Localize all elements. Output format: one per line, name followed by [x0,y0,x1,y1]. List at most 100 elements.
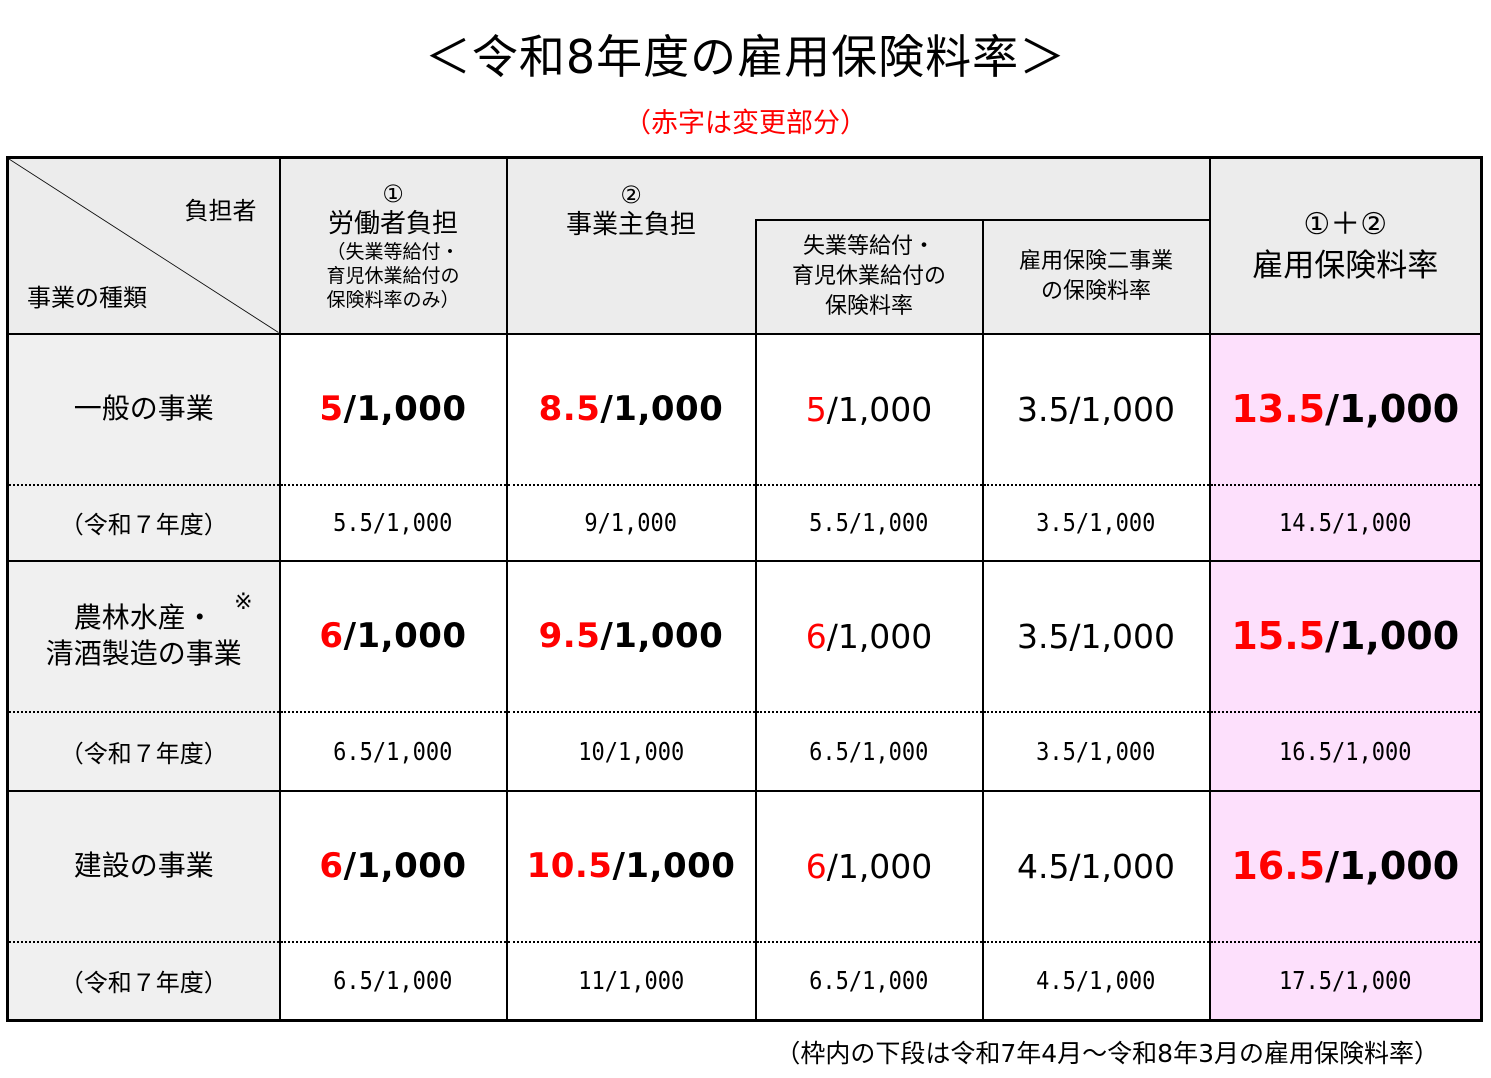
two-programs-rate: 3.5/1,000 [1016,616,1176,656]
two-programs-rate-cell: 4.5/1,000 [981,789,1211,943]
total-rate-cell: 15.5/1,000 [1208,559,1483,713]
unemployment-rate: 5/1,000 [805,389,933,429]
business-type-cell: 建設の事業 [6,789,281,943]
total-rate-cell: 13.5/1,000 [1208,332,1483,486]
prev-two-programs-rate: 3.5/1,000 [1036,736,1156,766]
prev-worker-rate-cell: 5.5/1,000 [278,483,508,562]
two-programs-rate-cell: 3.5/1,000 [981,559,1211,713]
employer-rate: 8.5/1,000 [538,389,724,429]
worker-rate: 6/1,000 [319,616,467,656]
prev-employer-rate: 11/1,000 [578,966,684,996]
header-total-cell: ①＋② 雇用保険料率 [1208,156,1483,335]
worker-burden-label: 労働者負担 [327,208,458,239]
footnote: （枠内の下段は令和7年4月～令和8年3月の雇用保険料率） [775,1039,1439,1068]
business-type-name-line1: 農林水産・ [73,601,214,634]
previous-year-label-cell: （令和７年度） [6,710,281,792]
diagonal-divider [9,159,279,333]
header-unemployment-benefit-cell: 失業等給付・ 育児休業給付の 保険料率 [754,218,984,335]
worker-rate: 6/1,000 [319,846,467,886]
header-employer-span [755,156,1211,221]
business-type-label: 事業の種類 [27,283,147,312]
note-mark: ※ [234,590,253,615]
business-type-name: 一般の事業 [73,392,214,425]
employer-burden-label: 事業主負担 [565,210,696,240]
header-worker-cell: ① 労働者負担 （失業等給付・ 育児休業給付の 保険料率のみ） [278,156,508,335]
worker-note-line2: 育児休業給付の [326,264,460,287]
total-rate: 16.5/1,000 [1231,844,1460,888]
header-employer-cell: ② 事業主負担 [505,156,756,335]
prev-unemployment-rate: 6.5/1,000 [809,966,929,996]
two-programs-rate-cell: 3.5/1,000 [981,332,1211,486]
prev-unemployment-rate-cell: 6.5/1,000 [754,940,984,1022]
two-programs-sub-line2: の保険料率 [1040,278,1151,304]
prev-employer-rate-cell: 11/1,000 [505,940,757,1022]
business-type-name-line2: 清酒製造の事業 [45,637,242,670]
prev-unemployment-rate-cell: 5.5/1,000 [754,483,984,562]
previous-year-label: （令和７年度） [59,969,228,998]
total-rate: 15.5/1,000 [1231,614,1460,658]
prev-two-programs-rate-cell: 4.5/1,000 [981,940,1211,1022]
header-corner-cell: 負担者 事業の種類 [6,156,281,335]
prev-employer-rate-cell: 9/1,000 [505,483,757,562]
unemployment-rate-cell: 5/1,000 [754,332,984,486]
prev-total-rate: 17.5/1,000 [1279,966,1412,996]
unemployment-rate: 6/1,000 [805,616,933,656]
worker-rate-cell: 6/1,000 [278,789,508,943]
total-rate-cell: 16.5/1,000 [1208,789,1483,943]
prev-employer-rate: 9/1,000 [584,508,678,537]
two-programs-rate: 4.5/1,000 [1016,846,1176,886]
prev-unemployment-rate: 5.5/1,000 [809,508,929,537]
insurance-rate-table: 負担者 事業の種類 ① 労働者負担 （失業等給付・ 育児休業給付の 保険料率のみ… [6,156,1483,1022]
employer-rate-cell: 8.5/1,000 [505,332,757,486]
worker-number: ① [382,179,404,208]
prev-unemployment-rate-cell: 6.5/1,000 [754,710,984,792]
two-programs-rate: 3.5/1,000 [1016,389,1176,429]
burden-label: 負担者 [184,197,257,225]
employer-rate-cell: 10.5/1,000 [505,789,757,943]
prev-total-rate: 14.5/1,000 [1279,508,1412,537]
prev-worker-rate: 5.5/1,000 [333,508,453,537]
worker-rate: 5/1,000 [319,389,467,429]
prev-total-rate-cell: 17.5/1,000 [1208,940,1483,1022]
unemployment-rate-cell: 6/1,000 [754,559,984,713]
prev-total-rate-cell: 16.5/1,000 [1208,710,1483,792]
previous-year-label-cell: （令和７年度） [6,483,281,562]
prev-employer-rate: 10/1,000 [578,736,684,766]
page-subtitle: （赤字は変更部分） [624,108,867,139]
previous-year-label: （令和７年度） [59,511,228,539]
page-title: ＜令和8年度の雇用保険料率＞ [424,30,1067,84]
employer-number: ② [620,181,642,209]
previous-year-label-cell: （令和７年度） [6,940,281,1022]
employer-rate-cell: 9.5/1,000 [505,559,757,713]
previous-year-label: （令和７年度） [59,739,228,768]
prev-two-programs-rate: 4.5/1,000 [1036,966,1156,996]
total-formula: ①＋② [1303,206,1388,242]
business-type-name: 建設の事業 [73,849,214,882]
two-programs-sub-line1: 雇用保険二事業 [1018,248,1173,274]
total-rate: 13.5/1,000 [1231,387,1460,431]
prev-worker-rate: 6.5/1,000 [333,736,453,766]
business-type-cell: 一般の事業 [6,332,281,486]
prev-worker-rate: 6.5/1,000 [333,966,453,996]
unemployment-rate-cell: 6/1,000 [754,789,984,943]
unemployment-sub-line3: 保険料率 [824,293,913,319]
header-two-programs-cell: 雇用保険二事業 の保険料率 [981,218,1211,335]
business-type-cell: 農林水産・ 清酒製造の事業 ※ [6,559,281,713]
prev-employer-rate-cell: 10/1,000 [505,710,757,792]
worker-note-line3: 保険料率のみ） [326,288,460,311]
prev-two-programs-rate: 3.5/1,000 [1036,508,1156,537]
prev-two-programs-rate-cell: 3.5/1,000 [981,483,1211,562]
employer-rate: 10.5/1,000 [526,846,736,886]
worker-rate-cell: 5/1,000 [278,332,508,486]
total-rate-label: 雇用保険料率 [1252,247,1439,284]
prev-total-rate-cell: 14.5/1,000 [1208,483,1483,562]
prev-two-programs-rate-cell: 3.5/1,000 [981,710,1211,792]
employer-rate: 9.5/1,000 [538,616,724,656]
unemployment-sub-line1: 失業等給付・ [802,233,935,259]
worker-note-line1: （失業等給付・ [326,240,460,263]
prev-worker-rate-cell: 6.5/1,000 [278,710,508,792]
unemployment-sub-line2: 育児休業給付の [791,263,946,289]
prev-unemployment-rate: 6.5/1,000 [809,736,929,766]
prev-worker-rate-cell: 6.5/1,000 [278,940,508,1022]
prev-total-rate: 16.5/1,000 [1279,736,1412,766]
